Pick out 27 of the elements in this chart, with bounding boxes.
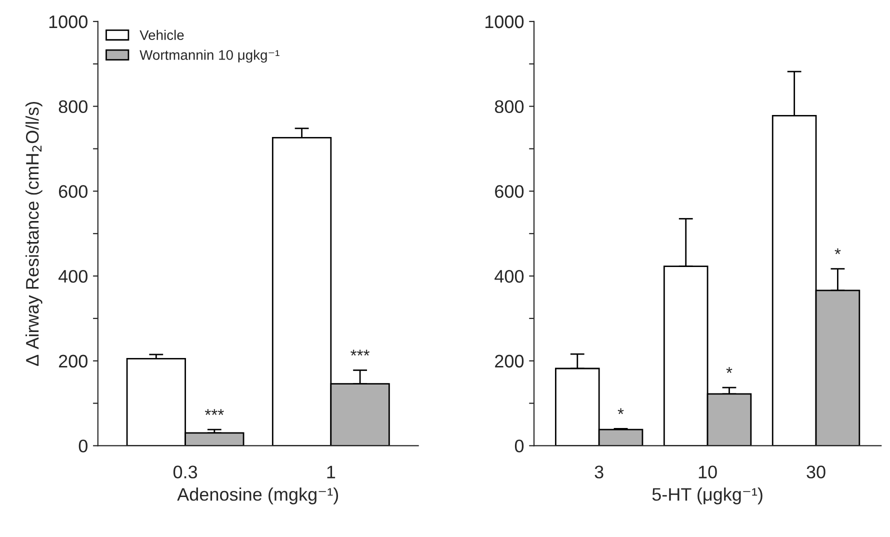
- annotation: ***: [350, 350, 370, 356]
- x-tick-label: 0.3: [173, 466, 198, 478]
- y-tick-label: 600: [58, 185, 88, 198]
- y-tick-label: 400: [494, 270, 524, 283]
- annotation: *: [726, 367, 732, 373]
- y-tick-label: 0: [514, 440, 524, 452]
- y-tick-label: 600: [495, 185, 524, 198]
- x-axis-title: 5-HT (μgkg⁻¹): [652, 488, 762, 504]
- x-tick-label: 30: [806, 466, 826, 478]
- x-axis-title: Adenosine (mgkg⁻¹): [177, 488, 338, 504]
- y-tick-label: 200: [495, 354, 524, 368]
- y-tick-label: 800: [58, 100, 88, 114]
- annotation: *: [618, 408, 624, 414]
- annotation: ***: [204, 409, 224, 415]
- x-tick-label: 10: [698, 466, 717, 478]
- y-tick-label: 400: [58, 270, 88, 283]
- y-tick-label: 1000: [485, 15, 524, 28]
- y-axis-title: Δ Airway Resistance (cmH$_{2}$O/l/s): [25, 102, 42, 366]
- y-tick-label: 200: [58, 354, 88, 368]
- annotation: *: [834, 248, 841, 254]
- y-tick-label: 1000: [49, 15, 88, 28]
- legend-label: Wortmannin 10 μgkg⁻¹: [140, 50, 280, 63]
- y-tick-label: 800: [494, 100, 524, 114]
- y-tick-label: 0: [78, 440, 88, 452]
- x-tick-label: 1: [327, 466, 336, 478]
- x-tick-label: 3: [594, 466, 604, 478]
- legend-label: Vehicle: [140, 30, 184, 40]
